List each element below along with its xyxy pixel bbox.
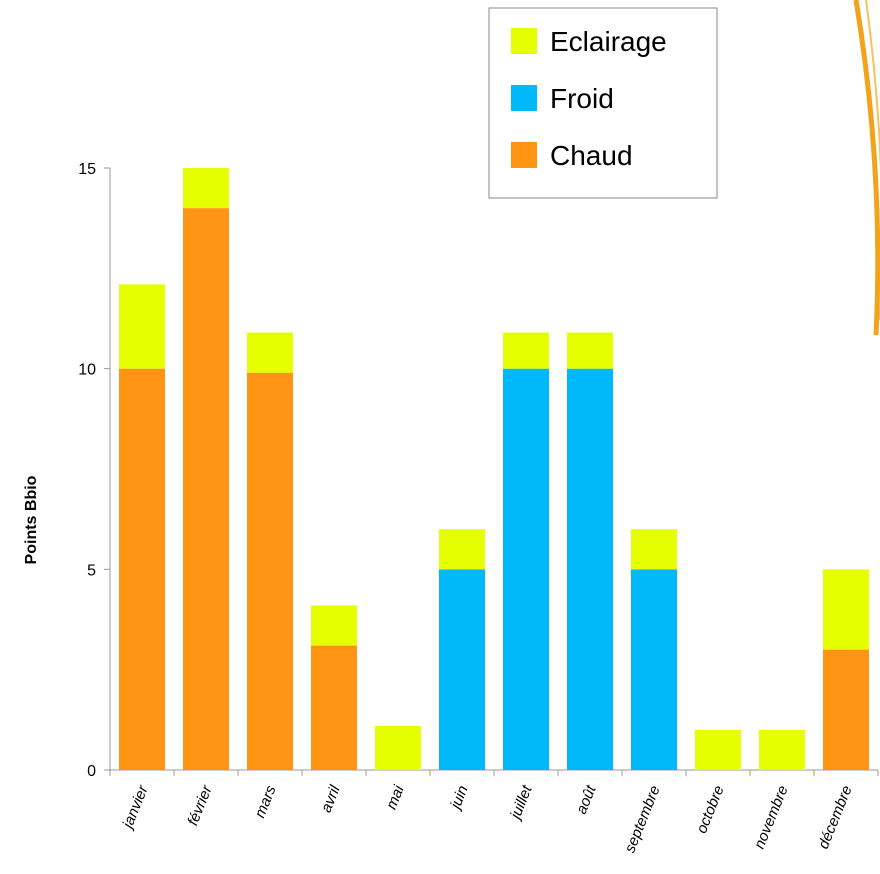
legend-swatch xyxy=(511,85,537,111)
bar-segment xyxy=(183,168,229,209)
bar-segment xyxy=(439,529,485,570)
legend-label: Eclairage xyxy=(550,26,667,57)
bar-segment xyxy=(119,284,165,369)
bar-segment xyxy=(631,529,677,570)
bar-segment xyxy=(247,332,293,373)
x-tick-label: septembre xyxy=(621,783,663,855)
x-tick-label: mai xyxy=(383,783,408,812)
bar-segment xyxy=(247,372,293,770)
legend-swatch xyxy=(511,142,537,168)
y-tick-label: 10 xyxy=(78,362,96,379)
x-tick-label: octobre xyxy=(693,783,728,836)
bar-segment xyxy=(823,649,869,770)
x-tick-label: février xyxy=(184,782,216,828)
bar-segment xyxy=(759,729,805,770)
bar-segment xyxy=(631,569,677,770)
legend-label: Froid xyxy=(550,83,614,114)
decorative-curve xyxy=(853,0,880,336)
y-tick-label: 0 xyxy=(87,763,96,780)
bar-segment xyxy=(503,368,549,770)
x-tick-label: mars xyxy=(251,783,279,821)
bar-segment xyxy=(311,645,357,770)
y-tick-label: 5 xyxy=(87,562,96,579)
bar-segment xyxy=(375,725,421,770)
bar-segment xyxy=(439,569,485,770)
x-tick-label: novembre xyxy=(751,783,792,851)
bar-segment xyxy=(183,208,229,771)
y-tick-label: 15 xyxy=(78,161,96,178)
legend-swatch xyxy=(511,28,537,54)
x-tick-label: janvier xyxy=(119,782,152,832)
decorative-curve xyxy=(865,0,880,320)
bar-segment xyxy=(823,569,869,650)
bar-segment xyxy=(119,368,165,770)
x-tick-label: juillet xyxy=(506,782,536,823)
bar-segment xyxy=(567,368,613,770)
x-tick-label: juin xyxy=(446,783,471,813)
bar-segment xyxy=(567,332,613,369)
bar-segment xyxy=(503,332,549,369)
legend-label: Chaud xyxy=(550,140,633,171)
bar-segment xyxy=(311,605,357,646)
bar-segment xyxy=(695,729,741,770)
x-tick-label: avril xyxy=(318,783,344,815)
x-tick-label: août xyxy=(573,782,600,816)
x-tick-label: décembre xyxy=(815,783,856,851)
y-axis-title: Points Bbio xyxy=(23,475,40,564)
